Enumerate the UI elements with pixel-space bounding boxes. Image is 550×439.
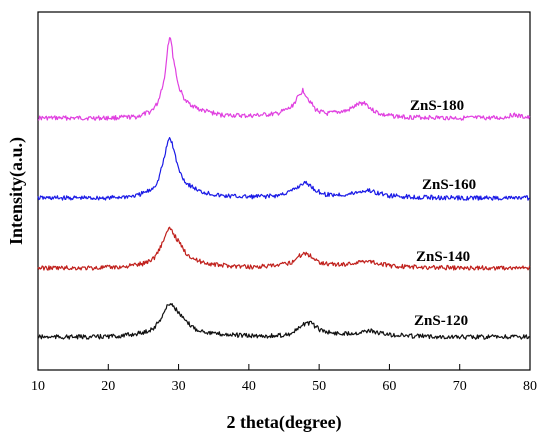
x-tick-label: 10 <box>31 379 45 394</box>
x-tick-label: 70 <box>453 379 467 394</box>
series-line-zns-140 <box>37 226 531 271</box>
series-label-zns-120: ZnS-120 <box>414 313 468 329</box>
x-axis-label: 2 theta(degree) <box>226 412 341 433</box>
x-tick-label: 50 <box>312 379 326 394</box>
series-line-zns-180 <box>37 37 531 121</box>
series-label-zns-160: ZnS-160 <box>422 177 476 193</box>
series-label-zns-180: ZnS-180 <box>410 98 464 114</box>
x-tick-label: 30 <box>172 379 186 394</box>
series-labels: ZnS-180 ZnS-160 ZnS-140 ZnS-120 <box>410 98 476 329</box>
x-tick-label: 60 <box>382 379 396 394</box>
x-tick-label: 80 <box>523 379 537 394</box>
y-axis-label: Intensity(a.u.) <box>6 137 27 245</box>
series-label-zns-140: ZnS-140 <box>416 249 470 265</box>
series-line-zns-120 <box>37 303 530 340</box>
x-tick-label: 20 <box>101 379 115 394</box>
x-tick-label: 40 <box>242 379 256 394</box>
series-line-zns-160 <box>37 137 530 201</box>
plot-area: 10 20 30 40 50 60 70 80 ZnS-180ZnS-160ZnS-140Zn… <box>31 11 537 394</box>
plot-frame <box>37 11 531 371</box>
series-layer <box>37 37 531 340</box>
x-axis-ticks: 10 20 30 40 50 60 70 80 <box>31 364 537 394</box>
